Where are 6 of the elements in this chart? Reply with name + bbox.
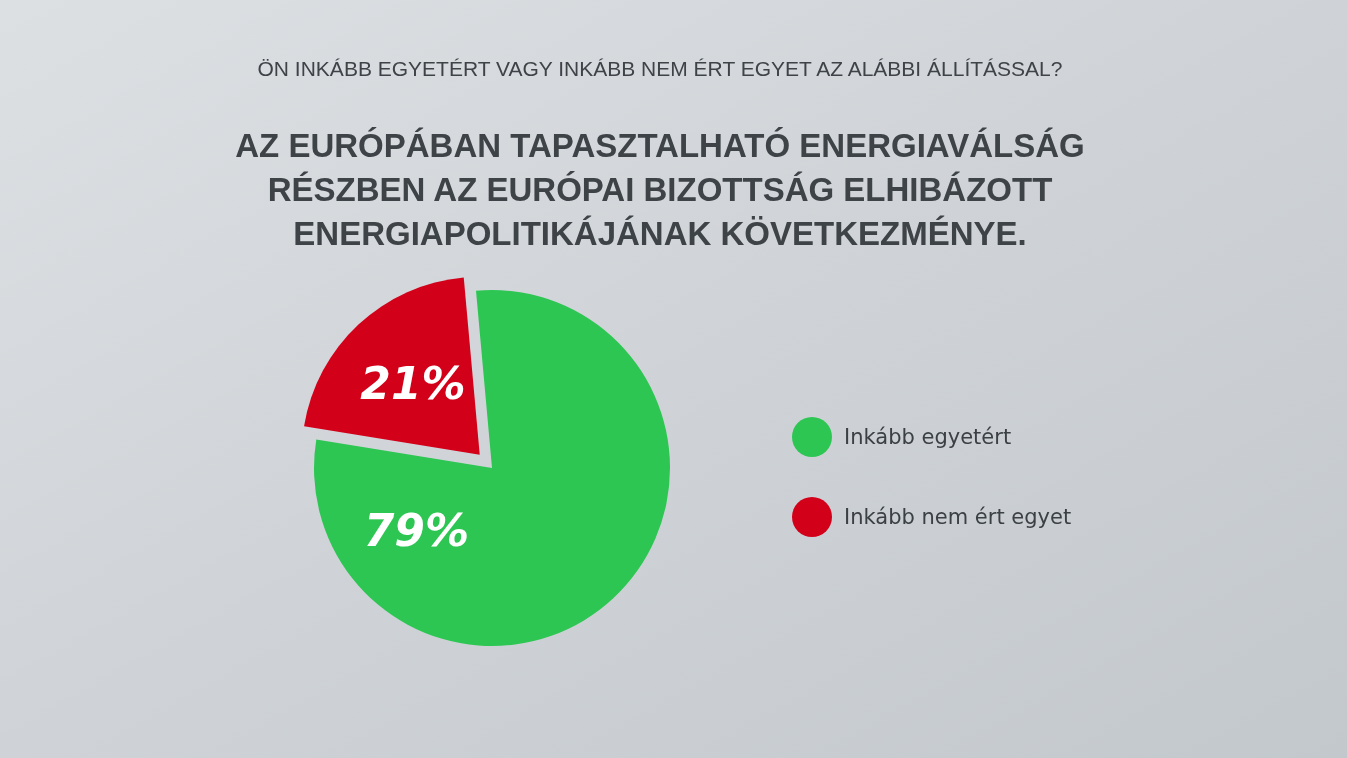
data-label: 79% [363,504,470,556]
legend-label: Inkább nem ért egyet [844,505,1072,529]
data-label: 21% [360,357,466,409]
chart-subtitle: AZ EURÓPÁBAN TAPASZTALHATÓ ENERGIAVÁLSÁG RÉSZBEN AZ EURÓPAI BIZOTTSÁG ELHIBÁZOTT ENERGIAPOLITIKÁJÁNAK KÖVETKEZMÉNYE. [235,127,1085,252]
legend-label: Inkább egyetért [844,425,1012,449]
chart-title: ÖN INKÁBB EGYETÉRT VAGY INKÁBB NEM ÉRT EGYET AZ ALÁBBI ÁLLÍTÁSSAL? [257,57,1063,80]
